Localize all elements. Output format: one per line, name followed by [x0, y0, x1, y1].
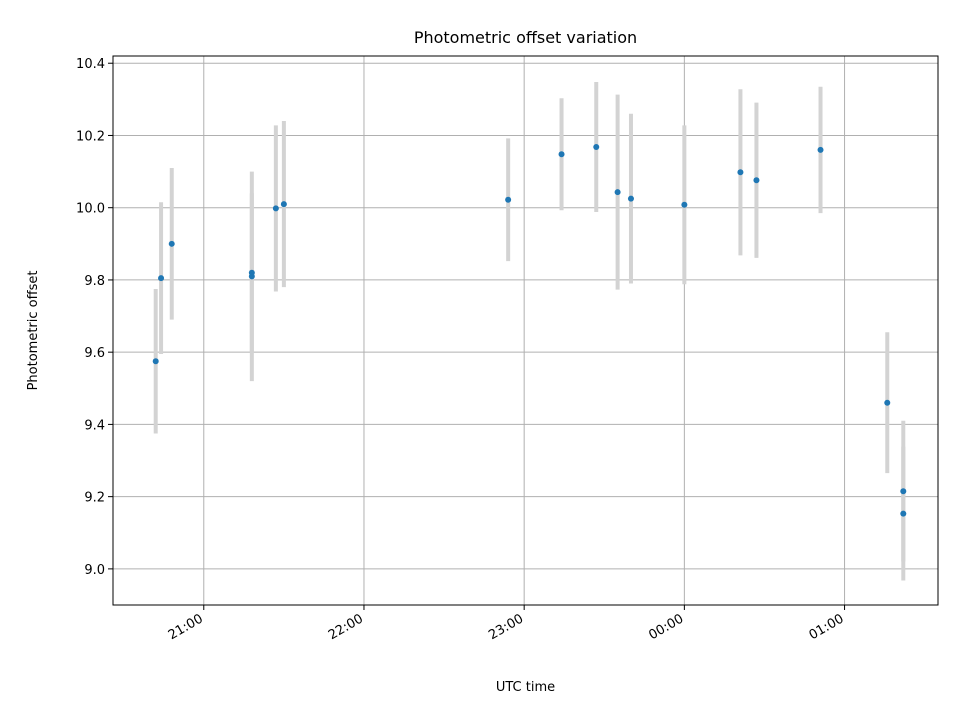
y-tick-label: 9.2 — [84, 491, 105, 506]
data-point — [558, 151, 565, 158]
y-tick-label: 9.0 — [84, 563, 105, 578]
plot-frame — [112, 55, 939, 606]
data-point — [152, 358, 159, 365]
data-point — [280, 201, 287, 208]
y-tick-label: 9.4 — [84, 418, 105, 433]
data-point — [272, 205, 279, 212]
data-point — [900, 488, 907, 495]
chart-title: Photometric offset variation — [414, 28, 637, 47]
data-point — [168, 240, 175, 247]
y-tick-label: 10.2 — [76, 129, 105, 144]
data-point — [817, 146, 824, 153]
data-point — [614, 189, 621, 196]
data-point — [248, 269, 255, 276]
y-tick-label: 10.4 — [76, 57, 105, 72]
data-point — [158, 275, 165, 282]
x-axis-label: UTC time — [496, 680, 555, 695]
data-point — [900, 510, 907, 517]
y-axis-label: Photometric offset — [26, 271, 41, 391]
data-point — [505, 196, 512, 203]
data-point — [753, 177, 760, 184]
data-point — [884, 399, 891, 406]
y-tick-label: 10.0 — [76, 202, 105, 217]
data-point — [737, 169, 744, 176]
data-points — [152, 144, 907, 517]
y-tick-label: 9.6 — [84, 346, 105, 361]
y-tick-label: 9.8 — [84, 274, 105, 289]
data-point — [593, 144, 600, 151]
data-point — [627, 195, 634, 202]
data-point — [681, 201, 688, 208]
